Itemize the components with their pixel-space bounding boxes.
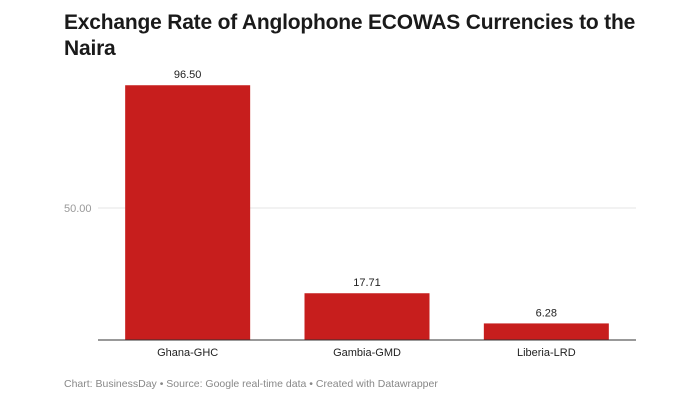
bar	[483, 323, 609, 340]
chart-title: Exchange Rate of Anglophone ECOWAS Curre…	[64, 11, 636, 60]
x-tick-label: Ghana-GHC	[157, 347, 218, 359]
x-tick-label: Gambia-GMD	[333, 347, 401, 359]
bar-value-label: 96.50	[174, 69, 202, 81]
x-tick-label: Liberia-LRD	[517, 347, 576, 359]
bar-value-label: 17.71	[353, 277, 381, 289]
bar	[125, 85, 251, 341]
chart-footer: Chart: BusinessDay • Source: Google real…	[64, 378, 438, 390]
bar-value-label: 6.28	[536, 307, 557, 319]
bar	[304, 293, 430, 340]
y-tick-label: 50.00	[64, 203, 92, 215]
